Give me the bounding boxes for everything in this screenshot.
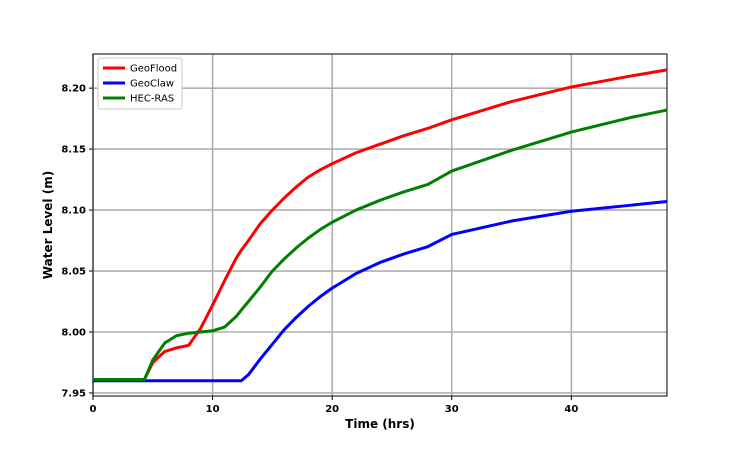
plot-frame: [92, 53, 668, 397]
y-tick-label: 7.95: [61, 388, 86, 399]
x-tick-label: 30: [445, 404, 459, 415]
series-line: [93, 108, 668, 382]
y-tick-label: 8.10: [61, 206, 86, 217]
legend-label: GeoFlood: [130, 64, 177, 75]
legend-label: GeoClaw: [130, 79, 174, 90]
y-axis-label: Water Level (m): [41, 171, 55, 279]
x-axis-label: Time (hrs): [345, 417, 415, 431]
y-tick-label: 8.05: [61, 267, 86, 278]
series-line: [93, 68, 668, 382]
x-tick-label: 10: [206, 404, 220, 415]
x-tick-label: 20: [325, 404, 339, 415]
series-line: [93, 200, 668, 383]
y-tick-label: 8.15: [61, 145, 86, 156]
legend-label: HEC-RAS: [130, 94, 174, 105]
y-tick-label: 8.20: [61, 84, 86, 95]
y-tick-label: 8.00: [61, 327, 86, 338]
x-tick-label: 0: [90, 404, 97, 415]
x-tick-label: 40: [564, 404, 578, 415]
legend-box: [97, 57, 183, 110]
